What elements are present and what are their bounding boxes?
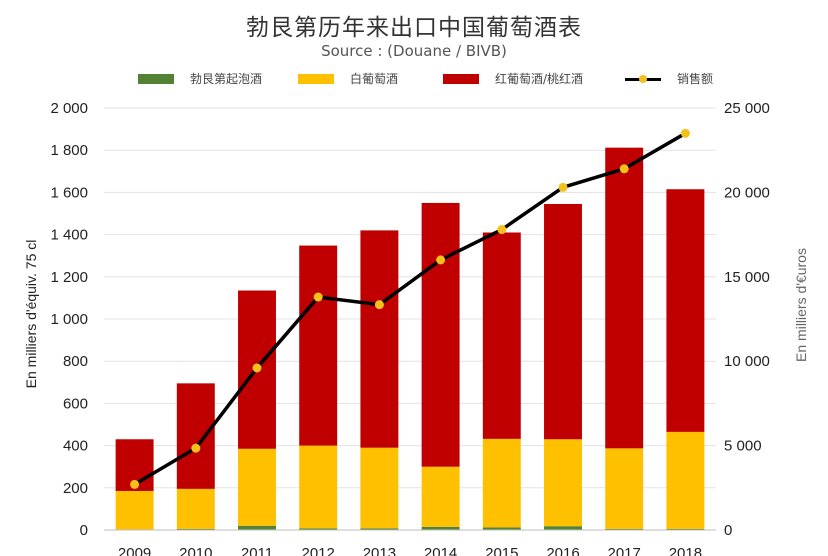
- bar-red: [421, 202, 460, 467]
- x-tick-label: 2013: [363, 545, 396, 556]
- y-tick-label-left: 1 600: [50, 184, 88, 201]
- sales-point: [558, 182, 568, 192]
- x-tick-label: 2014: [424, 545, 457, 556]
- legend: 勃艮第起泡酒 白葡萄酒 红葡萄酒/桃红酒 销售额: [0, 70, 828, 90]
- y-tick-label-right: 10 000: [724, 353, 770, 370]
- legend-line-sales: [625, 74, 661, 84]
- sales-point: [497, 225, 507, 235]
- bar-white: [666, 431, 705, 529]
- bar-white: [360, 447, 399, 529]
- bar-white: [605, 448, 644, 529]
- bar-sparkling: [238, 525, 276, 530]
- y-tick-label-left: 0: [80, 522, 88, 539]
- bar-sparkling: [421, 526, 460, 530]
- sales-point: [252, 363, 262, 373]
- y-tick-label-left: 2 000: [50, 100, 88, 117]
- y-tick-label-left: 1 200: [50, 269, 88, 286]
- y-axis-title-right: En milliers d'€uros: [793, 248, 809, 362]
- chart-title: 勃艮第历年来出口中国葡萄酒表: [246, 15, 582, 41]
- sales-line: [133, 131, 687, 486]
- bar-white: [115, 490, 154, 530]
- x-tick-label: 2011: [241, 545, 273, 556]
- y-tick-label-left: 200: [63, 480, 88, 497]
- x-tick-label: 2016: [546, 545, 579, 556]
- legend-item-sales: 销售额: [625, 70, 713, 87]
- bar-white: [299, 445, 338, 529]
- y-tick-label-right: 0: [724, 522, 732, 539]
- x-tick-label: 2018: [669, 545, 702, 556]
- x-tick-label: 2010: [179, 545, 212, 556]
- x-tick-label: 2017: [608, 545, 641, 556]
- bar-red: [176, 383, 215, 489]
- x-tick-label: 2012: [302, 545, 335, 556]
- y-tick-label-right: 15 000: [724, 269, 770, 286]
- bar-white: [544, 439, 582, 527]
- y-tick-label-left: 1 400: [50, 227, 88, 244]
- bar-red: [544, 204, 582, 440]
- sales-point: [313, 292, 323, 302]
- sales-point: [436, 255, 446, 265]
- bar-white: [238, 448, 276, 526]
- x-tick-label: 2009: [118, 545, 151, 556]
- sales-point: [680, 128, 690, 138]
- y-tick-label-left: 1 800: [50, 142, 88, 159]
- legend-item-sparkling: 勃艮第起泡酒: [138, 70, 262, 87]
- sales-point: [374, 300, 384, 310]
- y-tick-label-right: 20 000: [724, 184, 770, 201]
- legend-label-red: 红葡萄酒/桃红酒: [495, 72, 584, 86]
- y-axis-title-left: En milliers d'équiv. 75 cl: [23, 240, 39, 389]
- y-tick-label-right: 5 000: [724, 438, 762, 455]
- sales-point: [130, 479, 140, 489]
- legend-swatch-white: [298, 73, 334, 84]
- bar-white: [482, 438, 521, 528]
- bar-red: [299, 245, 338, 446]
- y-tick-label-left: 400: [63, 438, 88, 455]
- bar-sparkling: [482, 527, 521, 530]
- legend-item-white: 白葡萄酒: [298, 70, 398, 87]
- bar-red: [666, 189, 705, 432]
- bar-red: [482, 232, 521, 439]
- bar-sparkling: [666, 528, 705, 530]
- legend-label-sparkling: 勃艮第起泡酒: [190, 72, 263, 86]
- bar-sparkling: [360, 528, 399, 530]
- bar-red: [360, 230, 399, 448]
- legend-label-white: 白葡萄酒: [350, 72, 399, 86]
- bar-white: [176, 488, 215, 529]
- x-tick-label: 2015: [485, 545, 518, 556]
- chart-subtitle: Source : (Douane / BIVB): [321, 42, 507, 60]
- bar-sparkling: [544, 526, 582, 530]
- bar-white: [421, 466, 460, 527]
- y-tick-label-right: 25 000: [724, 100, 770, 117]
- y-tick-label-left: 1 000: [50, 311, 88, 328]
- legend-swatch-sparkling: [138, 73, 174, 84]
- bar-red: [605, 147, 644, 449]
- legend-item-red: 红葡萄酒/桃红酒: [443, 70, 583, 87]
- sales-point: [191, 443, 201, 453]
- y-tick-label-left: 800: [63, 353, 88, 370]
- legend-swatch-red: [443, 73, 479, 84]
- bar-sparkling: [299, 528, 338, 530]
- bar-sparkling: [176, 528, 215, 530]
- sales-point: [619, 164, 629, 174]
- bar-sparkling: [605, 528, 644, 530]
- y-tick-label-left: 600: [63, 395, 88, 412]
- legend-label-sales: 销售额: [677, 72, 714, 86]
